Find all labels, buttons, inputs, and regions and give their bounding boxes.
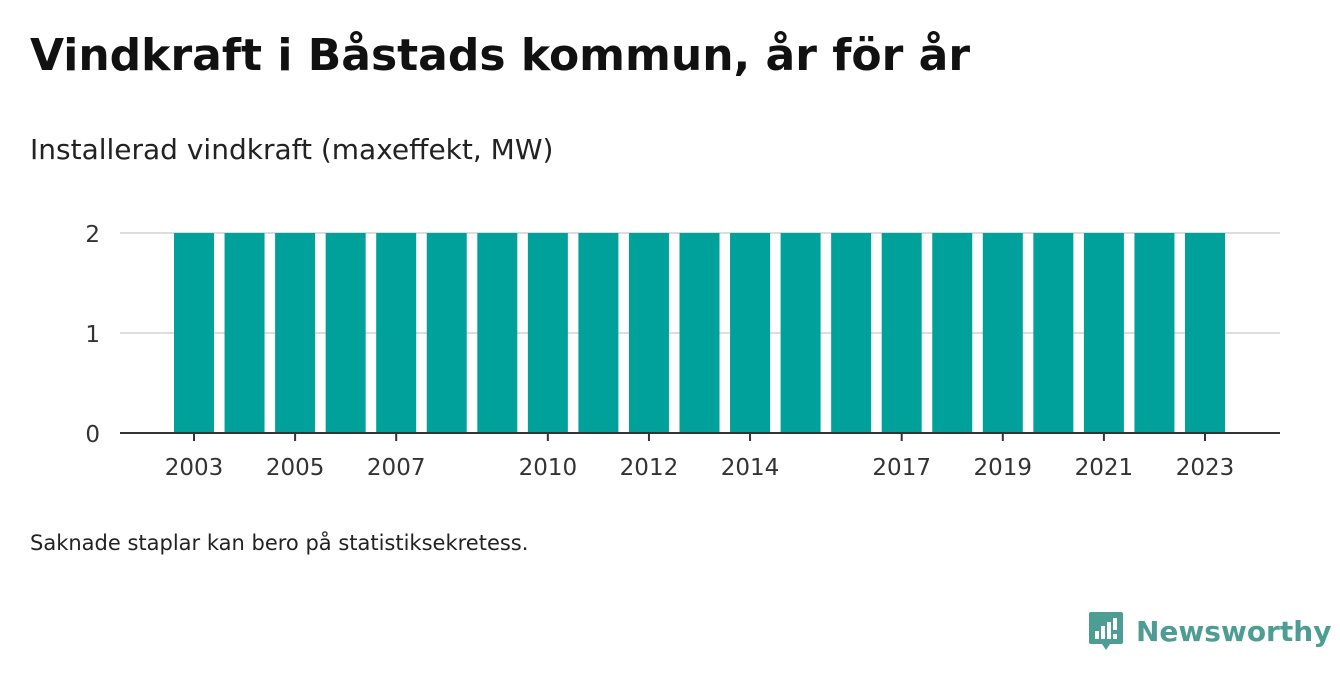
bar-2018	[932, 233, 973, 433]
x-tick-label: 2010	[519, 455, 578, 481]
bar-2010	[527, 233, 568, 433]
bar-2013	[679, 233, 720, 433]
bar-2016	[831, 233, 872, 433]
x-tick-label: 2014	[721, 455, 780, 481]
bars	[174, 233, 1225, 433]
bar-2017	[881, 233, 922, 433]
y-tick-label: 0	[85, 422, 100, 448]
bar-2009	[477, 233, 518, 433]
x-tick-label: 2007	[367, 455, 426, 481]
bar-2020	[1033, 233, 1074, 433]
newsworthy-logo-icon	[1089, 612, 1123, 650]
y-tick-label: 1	[85, 322, 100, 348]
y-tick-label: 2	[85, 222, 100, 248]
bar-2011	[578, 233, 619, 433]
x-tick-label: 2017	[872, 455, 931, 481]
bar-2003	[174, 233, 214, 433]
bar-2008	[426, 233, 467, 433]
x-tick-label: 2012	[620, 455, 679, 481]
bar-2014	[730, 233, 771, 433]
x-tick-label: 2023	[1176, 455, 1235, 481]
bar-2021	[1083, 233, 1124, 433]
brand-name: Newsworthy	[1136, 614, 1332, 648]
bar-2012	[628, 233, 669, 433]
bar-2023	[1185, 233, 1225, 433]
bar-2022	[1134, 233, 1175, 433]
bar-2019	[982, 233, 1023, 433]
chart-subtitle: Installerad vindkraft (maxeffekt, MW)	[30, 133, 554, 166]
x-tick-label: 2021	[1075, 455, 1134, 481]
bar-2007	[376, 233, 417, 433]
brand-logo[interactable]: Newsworthy	[1088, 610, 1331, 652]
x-tick-label: 2019	[974, 455, 1033, 481]
bar-2005	[275, 233, 316, 433]
chart-title: Vindkraft i Båstads kommun, år för år	[30, 30, 971, 81]
x-tick-label: 2005	[266, 455, 325, 481]
footnote: Saknade staplar kan bero på statistiksek…	[30, 531, 529, 555]
axes: 0 1 2 2003 2005 2007 2010 2012 2014 2017 2019 2021 2…	[85, 222, 1280, 481]
bar-2006	[325, 233, 366, 433]
bar-chart: 0 1 2 2003 2005 2007 2010 2012 2014 2017 2019 2021 2…	[85, 222, 1280, 481]
bar-2004	[224, 233, 265, 433]
x-tick-label: 2003	[165, 455, 224, 481]
bar-2015	[780, 233, 821, 433]
